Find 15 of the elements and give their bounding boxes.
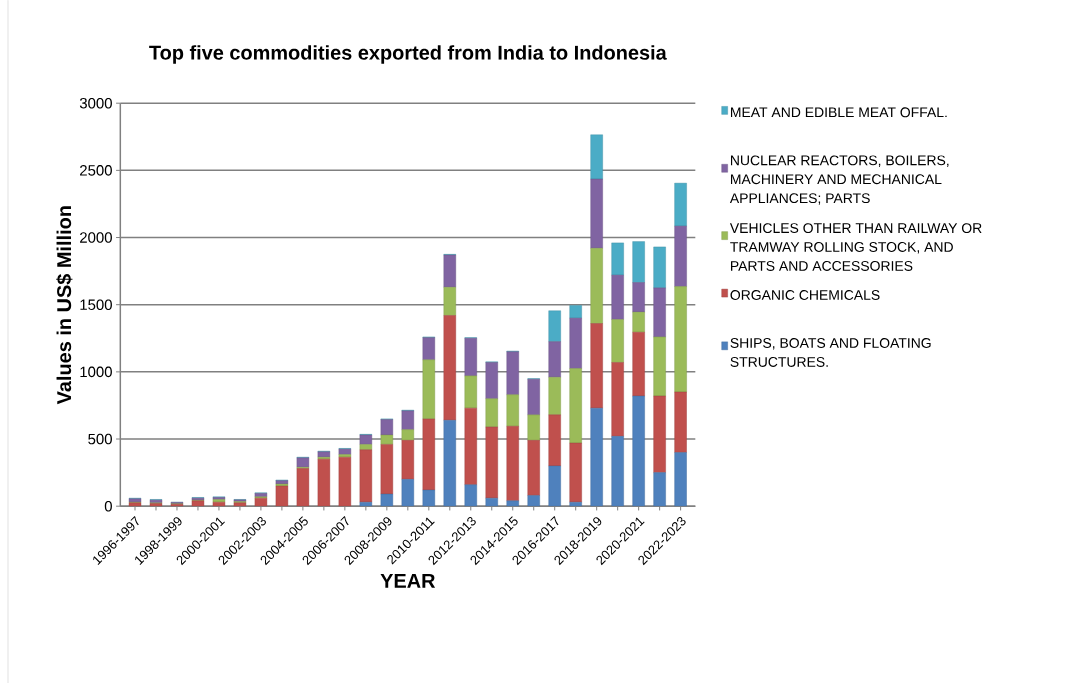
y-tick-label: 0 [104, 500, 112, 512]
x-axis-title: YEAR [380, 573, 436, 588]
y-tick-label: 3000 [79, 97, 112, 109]
legend-label: SHIPS, BOATS AND FLOATING STRUCTURES. [730, 337, 931, 367]
y-tick-label: 1500 [80, 299, 112, 310]
chart-title: Top five commodities exported from India to Indonesia [149, 44, 667, 64]
y-tick-label: 500 [88, 433, 112, 445]
y-tick-label: 1000 [80, 366, 112, 377]
legend-label: NUCLEAR REACTORS, BOILERS, MACHINERY AND MECHANICAL APPLIANCES; PARTS [729, 155, 949, 205]
y-tick-label: 2500 [80, 164, 112, 176]
y-tick-label: 2000 [80, 232, 112, 243]
y-axis-title: Values in US$ Million [56, 206, 73, 405]
legend-label: MEAT AND EDIBLE MEAT OFFAL. [731, 107, 947, 118]
legend-label: ORGANIC CHEMICALS [730, 289, 880, 300]
legend-label: VEHICLES OTHER THAN RAILWAY OR TRAMWAY ROLLING STOCK, AND PARTS AND ACCESSORIES [729, 222, 982, 271]
